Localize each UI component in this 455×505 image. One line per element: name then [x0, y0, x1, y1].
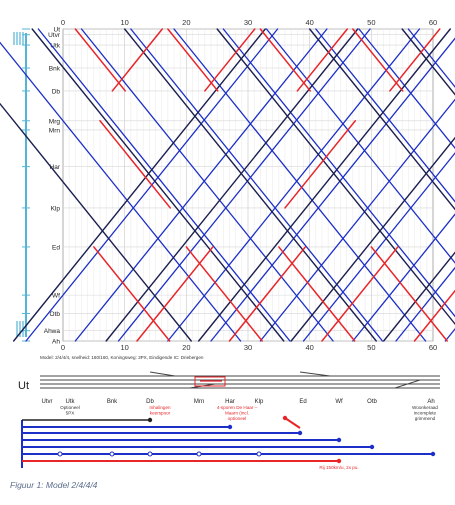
note-utk: Optioneel: [60, 405, 80, 410]
switch-line: [300, 372, 330, 376]
switch-line: [150, 372, 175, 376]
bar-end-dot: [337, 459, 341, 463]
bar-stop-dot: [58, 452, 62, 456]
time-distance-diagram: 00101020203030404050506060UtUtvrUtkBnkDb…: [0, 18, 455, 352]
bar-end-dot: [431, 452, 435, 456]
bar-end-dot: [283, 416, 287, 420]
x-tick-label-bottom: 30: [244, 343, 252, 352]
x-tick-label-top: 20: [182, 18, 190, 27]
track-station-label: Wf: [335, 399, 343, 405]
track-station-label: Utvr: [42, 399, 53, 405]
bar-stop-dot: [257, 452, 261, 456]
note-db: Inhalingen: [149, 405, 171, 410]
station-label: Mrg: [49, 118, 61, 125]
track-station-label: Mrn: [194, 399, 204, 405]
model-text: Model: 2/4/4/4, snelheid: 160/160, Konin…: [40, 355, 204, 360]
x-tick-label-top: 60: [429, 18, 437, 27]
station-label: Db: [52, 88, 61, 95]
x-tick-label-bottom: 60: [429, 343, 437, 352]
x-tick-label-bottom: 10: [120, 343, 128, 352]
x-tick-label-top: 0: [61, 18, 65, 27]
x-tick-label-bottom: 20: [182, 343, 190, 352]
track-station-label: Ed: [299, 399, 306, 405]
x-tick-label-top: 10: [120, 18, 128, 27]
note-mrn: optioneel: [228, 416, 247, 421]
bar-stop-dot: [148, 452, 152, 456]
track-station-label: Otb: [367, 399, 377, 405]
station-label: Otb: [50, 311, 61, 318]
station-label: Bnk: [49, 66, 61, 73]
note-ah: grimmend: [415, 416, 436, 421]
platform-occupation-bars: Rij 150km/u, 2x pu.: [22, 416, 435, 470]
x-tick-label-bottom: 40: [305, 343, 313, 352]
station-label: Ed: [52, 244, 60, 251]
station-label: Klp: [51, 205, 61, 212]
track-layout: Model: 2/4/4/4, snelheid: 160/160, Konin…: [18, 355, 440, 421]
note-utk: 5PX: [66, 411, 75, 416]
station-label: Mrn: [49, 127, 61, 134]
bar-stop-dot: [197, 452, 201, 456]
station-label: Ah: [52, 339, 60, 346]
bar-red-short: [285, 418, 300, 428]
station-main-label: Ut: [18, 380, 29, 392]
note-ah: incomplete: [414, 411, 437, 416]
note-mrn: 4-sporen De Haar –: [217, 405, 258, 410]
x-tick-label-top: 30: [244, 18, 252, 27]
bar-end-dot: [298, 431, 302, 435]
station-label: Ahwa: [44, 328, 61, 335]
bar-end-dot: [370, 445, 374, 449]
note-ah: Woonkeraad: [412, 405, 438, 410]
figure-caption: Figuur 1: Model 2/4/4/4: [10, 480, 97, 490]
x-tick-label-bottom: 50: [367, 343, 375, 352]
note-mrn: Maarn (incl.: [225, 411, 249, 416]
bar-end-dot: [148, 418, 152, 422]
x-tick-label-top: 40: [305, 18, 313, 27]
station-label: Wf: [52, 293, 60, 300]
station-label: Utvr: [48, 32, 61, 39]
bar-end-dot: [228, 425, 232, 429]
note-red-bottom: Rij 150km/u, 2x pu.: [319, 465, 358, 470]
track-station-label: Bnk: [107, 399, 118, 405]
x-tick-label-bottom: 0: [61, 343, 65, 352]
x-tick-label-top: 50: [367, 18, 375, 27]
bar-stop-dot: [110, 452, 114, 456]
note-db: keerspoor: [150, 411, 171, 416]
bar-end-dot: [337, 438, 341, 442]
